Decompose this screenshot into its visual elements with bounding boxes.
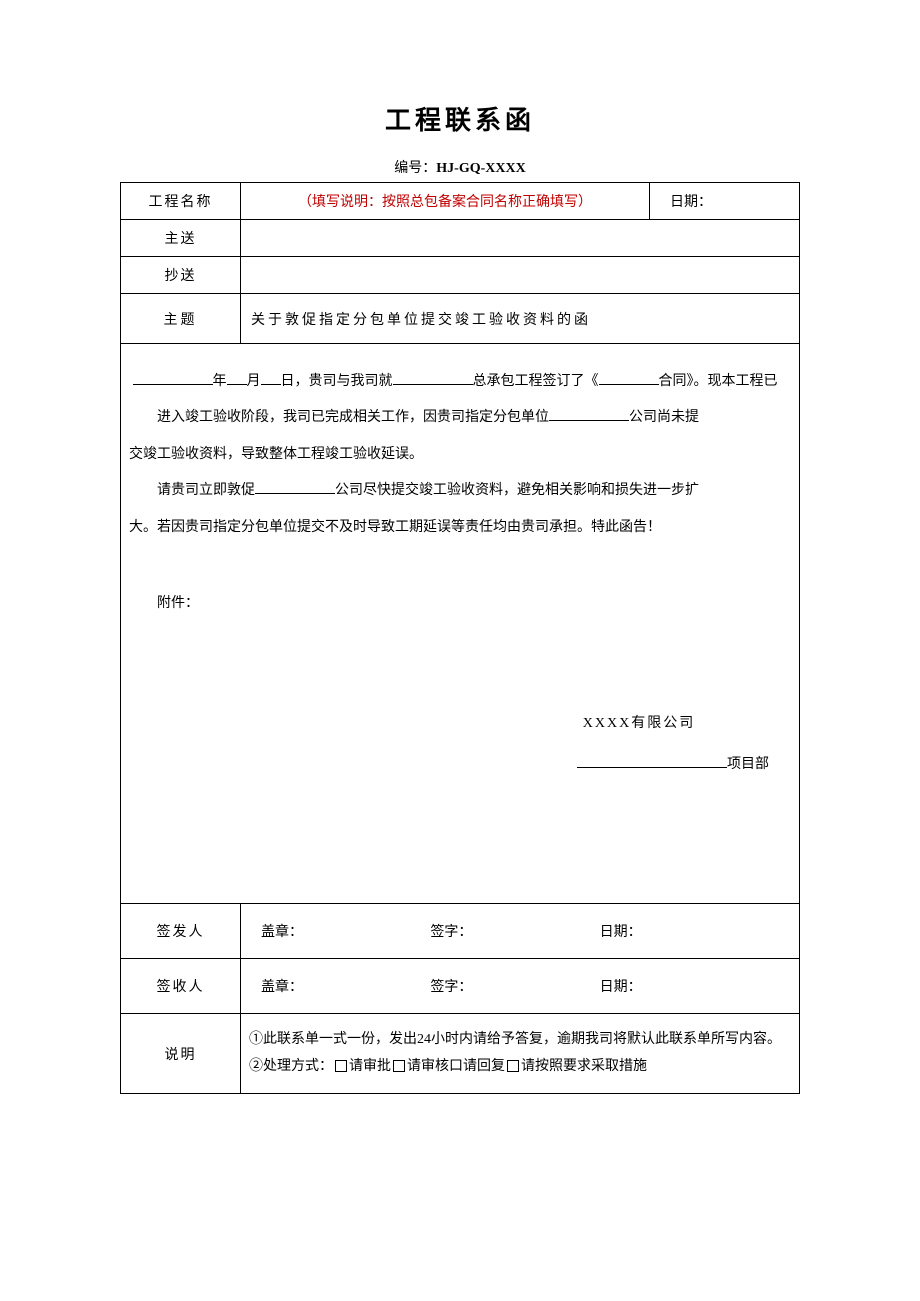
subject-label: 主题 [121,294,241,344]
cc-row: 抄送 [121,257,800,294]
cc-cell [241,257,800,294]
instructions-row: 说明 ①此联系单一式一份，发出24小时内请给予答复，逾期我司将默认此联系单所写内… [121,1014,800,1094]
stamp-label: 盖章： [261,976,430,996]
blank-field [227,371,247,385]
checkbox-icon [335,1060,347,1072]
number-label: 编号： [394,161,436,176]
text: 进入竣工验收阶段，我司已完成相关工作，因贵司指定分包单位 [157,410,549,425]
stamp-label: 盖章： [261,921,430,941]
issuer-row: 签发人 盖章： 签字： 日期： [121,904,800,959]
text: 合同》。现本工程已 [659,374,778,389]
text: 请审批 [349,1059,391,1074]
body-paragraph-3: 交竣工验收资料，导致整体工程竣工验收延误。 [129,437,791,473]
text: 项目部 [727,757,769,772]
body-row: 年 月 日，贵司与我司就 总承包工程签订了《 合同》。现本工程已 进入竣工验收阶段，我司… [121,344,800,904]
receiver-row: 签收人 盖章： 签字： 日期： [121,959,800,1014]
signature-block: XXXX有限公司 项目部 [509,706,769,783]
main-send-row: 主送 [121,220,800,257]
date-label-cell: 日期： [650,183,800,220]
text: 公司尚未提 [629,410,699,425]
blank-field [599,371,659,385]
signature-label: 签字： [430,921,599,941]
project-name-label: 工程名称 [121,183,241,220]
signature-project: 项目部 [509,747,769,783]
instructions-label: 说明 [121,1014,241,1094]
project-name-cell: （填写说明：按照总包备案合同名称正确填写） [241,183,650,220]
project-name-row: 工程名称 （填写说明：按照总包备案合同名称正确填写） 日期： [121,183,800,220]
blank-field [549,407,629,421]
issuer-label: 签发人 [121,904,241,959]
text: 日，贵司与我司就 [281,374,393,389]
checkbox-icon [507,1060,519,1072]
text: 请审核口请回复 [407,1059,505,1074]
receiver-label: 签收人 [121,959,241,1014]
body-cell: 年 月 日，贵司与我司就 总承包工程签订了《 合同》。现本工程已 进入竣工验收阶段，我司… [121,344,800,904]
blank-field [255,480,335,494]
project-name-note: （填写说明：按照总包备案合同名称正确填写） [251,191,639,211]
receiver-cell: 盖章： 签字： 日期： [241,959,800,1014]
attachment-label: 附件： [129,586,791,622]
text: 年 [213,374,227,389]
text: 公司尽快提交竣工验收资料，避免相关影响和损失进一步扩 [335,483,699,498]
number-value: HJ-GQ-XXXX [436,161,525,176]
instruction-line-1: ①此联系单一式一份，发出24小时内请给予答复，逾期我司将默认此联系单所写内容。 [249,1027,791,1054]
subject-row: 主题 关于敦促指定分包单位提交竣工验收资料的函 [121,294,800,344]
body-paragraph-5: 大。若因贵司指定分包单位提交不及时导致工期延误等责任均由贵司承担。特此函告！ [129,510,791,546]
signature-company: XXXX有限公司 [509,706,769,742]
cc-label: 抄送 [121,257,241,294]
sign-date-label: 日期： [600,976,769,996]
instructions-cell: ①此联系单一式一份，发出24小时内请给予答复，逾期我司将默认此联系单所写内容。 … [241,1014,800,1094]
body-paragraph-4: 请贵司立即敦促 公司尽快提交竣工验收资料，避免相关影响和损失进一步扩 [129,473,791,509]
issuer-cell: 盖章： 签字： 日期： [241,904,800,959]
checkbox-icon [393,1060,405,1072]
document-title: 工程联系函 [120,100,800,137]
text: ②处理方式： [249,1059,333,1074]
body-paragraph-2: 进入竣工验收阶段，我司已完成相关工作，因贵司指定分包单位 公司尚未提 [129,400,791,436]
subject-value: 关于敦促指定分包单位提交竣工验收资料的函 [241,294,800,344]
text: 总承包工程签订了《 [473,374,599,389]
sign-date-label: 日期： [600,921,769,941]
body-content: 年 月 日，贵司与我司就 总承包工程签订了《 合同》。现本工程已 进入竣工验收阶段，我司… [129,364,791,622]
blank-field [393,371,473,385]
main-send-cell [241,220,800,257]
blank-field [133,371,213,385]
text: 请按照要求采取措施 [521,1059,647,1074]
document-table: 工程名称 （填写说明：按照总包备案合同名称正确填写） 日期： 主送 抄送 主题 … [120,182,800,1094]
text: 月 [247,374,261,389]
blank-field [261,371,281,385]
signature-line [577,754,727,768]
text: 请贵司立即敦促 [157,483,255,498]
main-send-label: 主送 [121,220,241,257]
instruction-line-2: ②处理方式： 请审批 请审核口请回复 请按照要求采取措施 [249,1054,791,1081]
document-number: 编号：HJ-GQ-XXXX [120,157,800,177]
signature-label: 签字： [430,976,599,996]
body-paragraph-1: 年 月 日，贵司与我司就 总承包工程签订了《 合同》。现本工程已 [129,364,791,400]
